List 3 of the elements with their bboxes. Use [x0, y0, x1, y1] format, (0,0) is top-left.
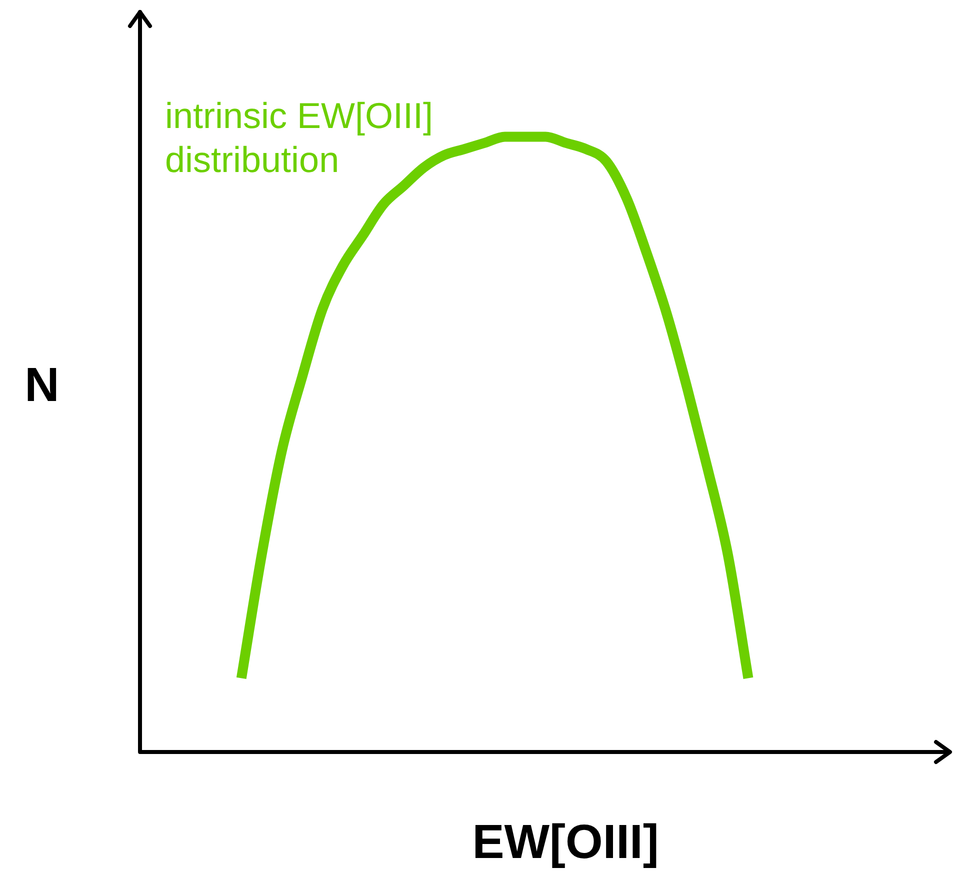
x-axis-title: EW[OIII] [472, 816, 659, 870]
series-label: intrinsic EW[OIII] distribution [165, 95, 434, 180]
y-axis-title: N [24, 359, 60, 412]
